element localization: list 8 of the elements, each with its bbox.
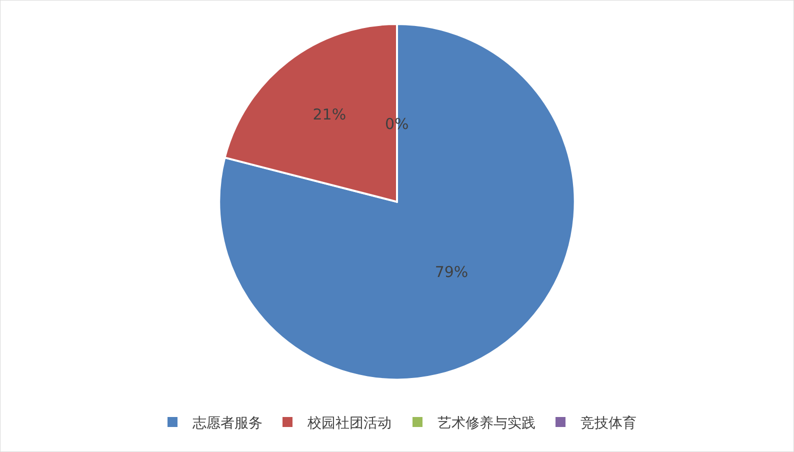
pie-slice <box>218 22 576 381</box>
data-label: 21% <box>312 106 346 124</box>
data-label: 79% <box>434 263 468 282</box>
legend-label: 校园社团活动 <box>306 416 392 432</box>
legend-label: 志愿者服务 <box>192 416 262 432</box>
text: 0% <box>385 115 409 133</box>
legend-label: 艺术修养与实践 <box>438 416 536 432</box>
legend-label: 竞技体育 <box>580 414 636 432</box>
